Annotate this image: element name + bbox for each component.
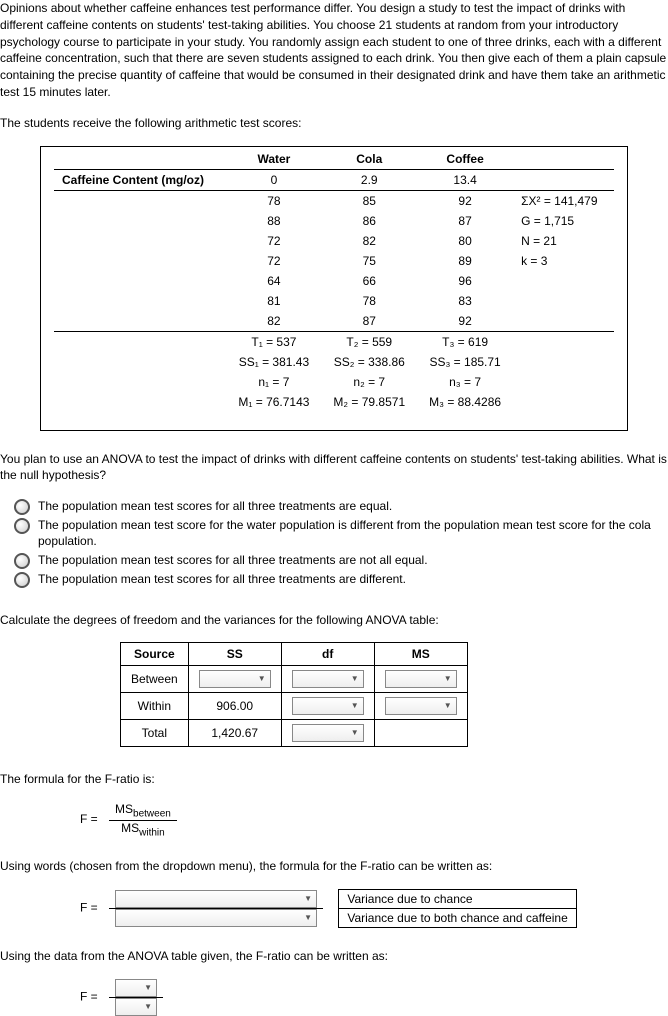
fratio-lead: The formula for the F-ratio is:: [0, 771, 668, 788]
option-3[interactable]: The population mean test scores for all …: [14, 552, 668, 569]
calc-lead: Calculate the degrees of freedom and the…: [0, 612, 668, 629]
f-words-row: F = Variance due to chance Variance due …: [80, 889, 668, 928]
ms-between-dropdown[interactable]: [385, 670, 457, 688]
f-formula: F = MSbetween MSwithin: [80, 802, 668, 838]
ms-within-dropdown[interactable]: [385, 697, 457, 715]
data-lead: Using the data from the ANOVA table give…: [0, 948, 668, 965]
radio-icon: [14, 553, 30, 569]
words-lead: Using words (chosen from the dropdown me…: [0, 858, 668, 875]
col-cola: Cola: [321, 149, 417, 170]
df-total-dropdown[interactable]: [292, 724, 364, 742]
anova-table: Source SS df MS Between Within 906.00 To…: [120, 642, 468, 747]
f-words-den-dropdown[interactable]: [115, 909, 317, 927]
row-label: Caffeine Content (mg/oz): [54, 169, 226, 190]
scores-table: Water Cola Coffee Caffeine Content (mg/o…: [54, 149, 614, 412]
option-1[interactable]: The population mean test scores for all …: [14, 498, 668, 515]
question-null-hyp: You plan to use an ANOVA to test the imp…: [0, 451, 668, 485]
col-coffee: Coffee: [417, 149, 513, 170]
intro-text: Opinions about whether caffeine enhances…: [0, 0, 668, 101]
option-2[interactable]: The population mean test score for the w…: [14, 517, 668, 549]
ss-between-dropdown[interactable]: [199, 670, 271, 688]
variance-hint-box: Variance due to chance Variance due to b…: [338, 889, 576, 928]
f-numeric-row: F =: [80, 979, 668, 1016]
col-water: Water: [226, 149, 321, 170]
df-within-dropdown[interactable]: [292, 697, 364, 715]
radio-icon: [14, 499, 30, 515]
radio-icon: [14, 572, 30, 588]
df-between-dropdown[interactable]: [292, 670, 364, 688]
f-words-num-dropdown[interactable]: [115, 890, 317, 908]
scores-lead: The students receive the following arith…: [0, 115, 668, 132]
f-den-dropdown[interactable]: [115, 998, 157, 1016]
f-num-dropdown[interactable]: [115, 979, 157, 997]
option-4[interactable]: The population mean test scores for all …: [14, 571, 668, 588]
radio-icon: [14, 518, 30, 534]
